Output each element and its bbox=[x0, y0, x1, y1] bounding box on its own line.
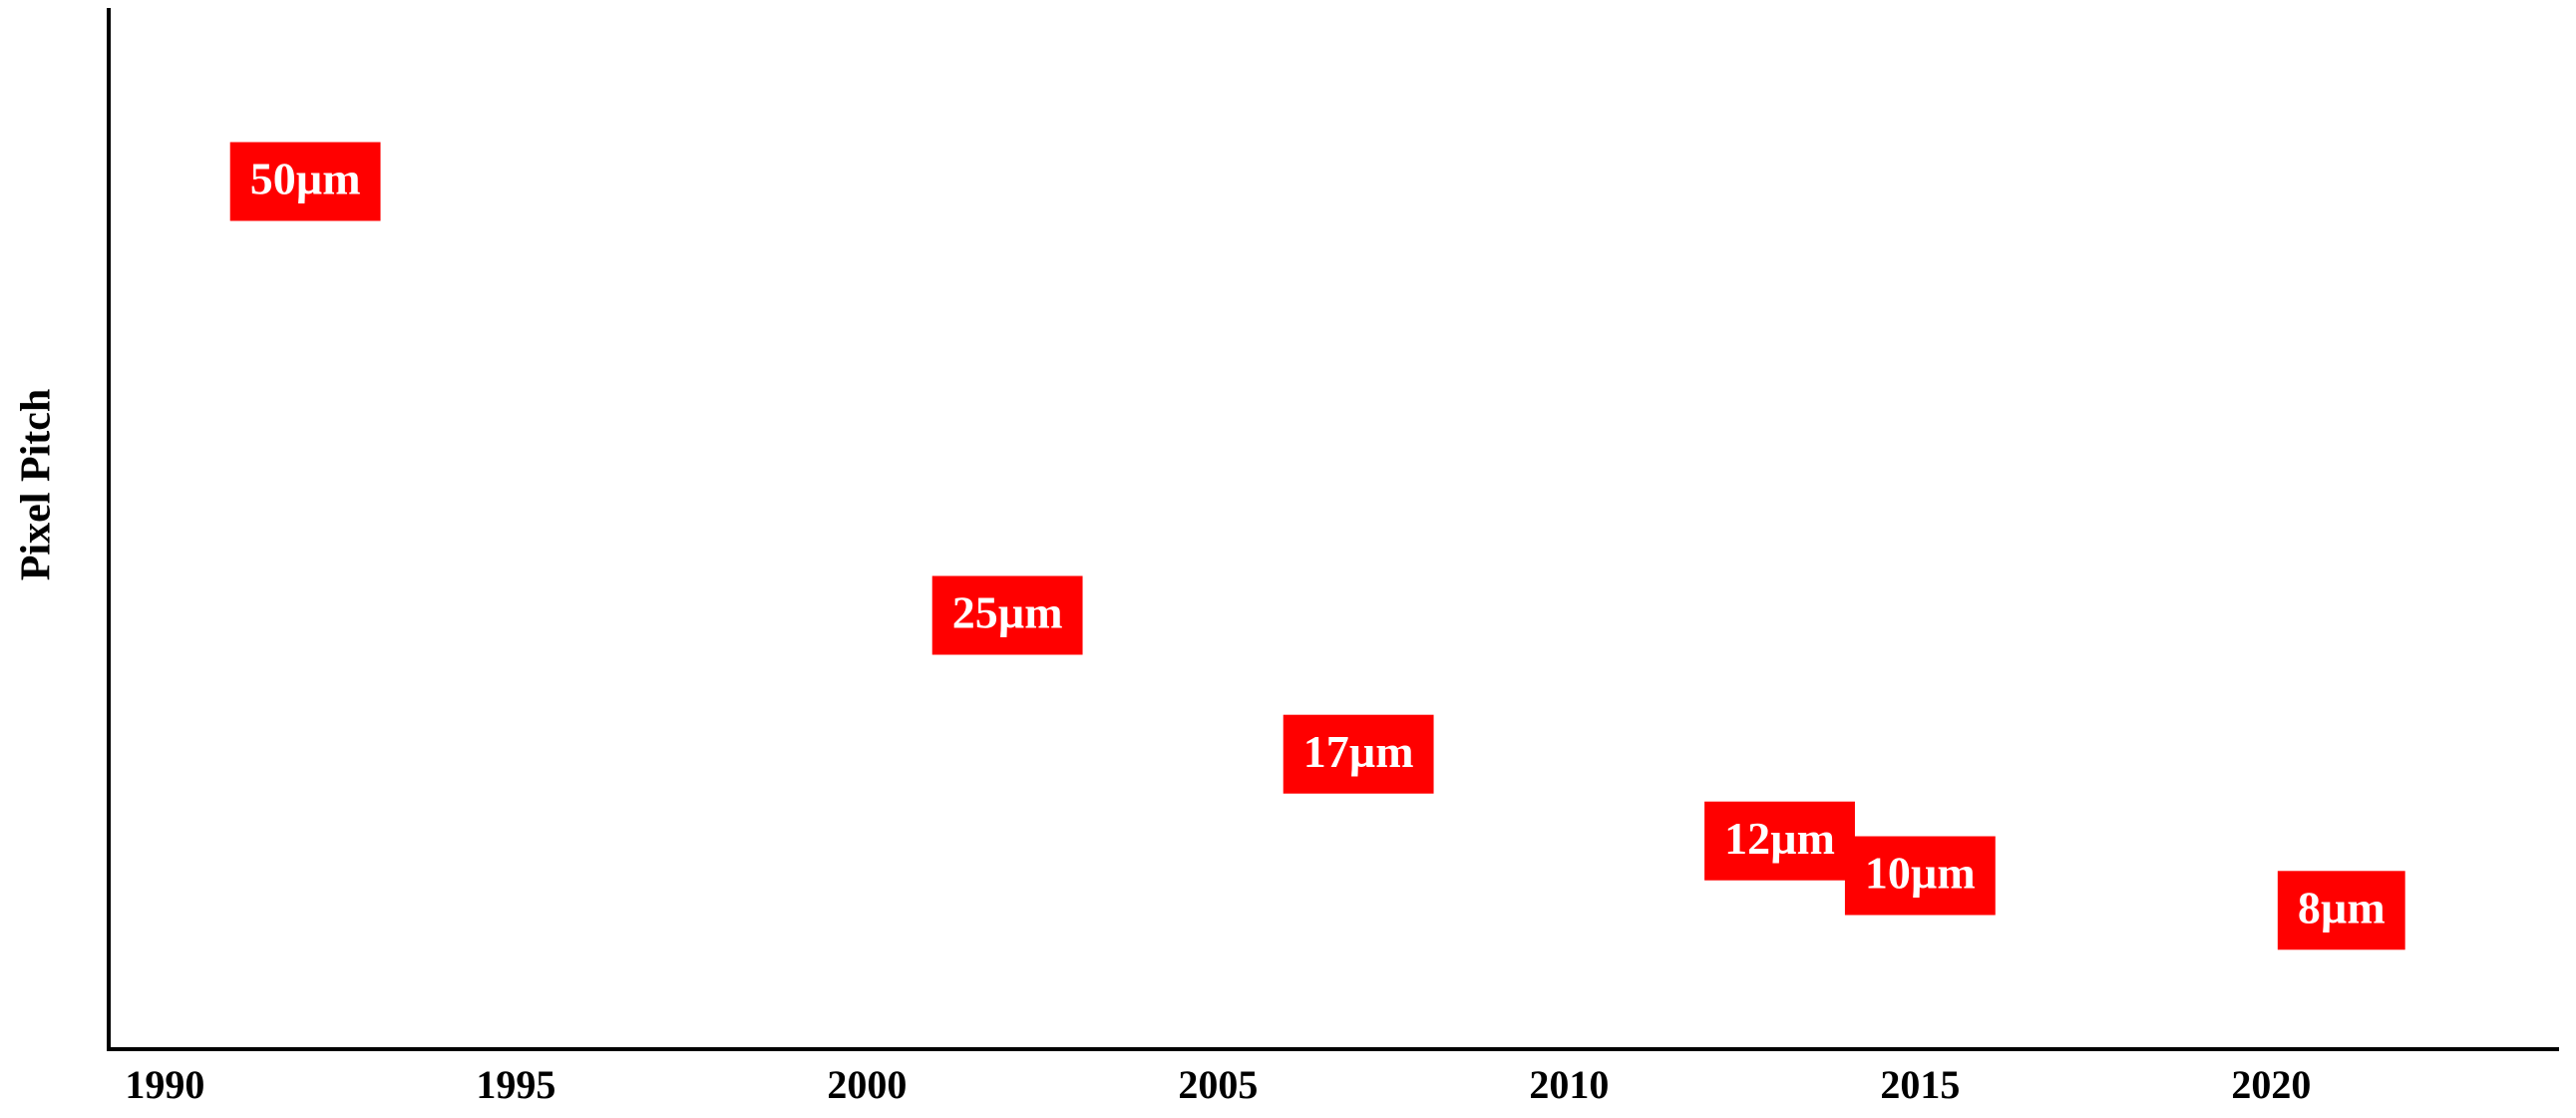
point-box bbox=[1844, 836, 1996, 916]
x-tick-label: 2005 bbox=[1178, 1062, 1258, 1107]
point-box bbox=[1704, 801, 1855, 881]
x-tick-label: 2000 bbox=[827, 1062, 907, 1107]
x-tick-label: 2020 bbox=[2231, 1062, 2311, 1107]
point-label: 25µm bbox=[952, 587, 1063, 638]
point-label: 8µm bbox=[2298, 882, 2386, 932]
point-box bbox=[2277, 871, 2405, 950]
x-tick-label: 2015 bbox=[1880, 1062, 1960, 1107]
point-box bbox=[931, 575, 1083, 655]
x-tick-label: 1990 bbox=[125, 1062, 204, 1107]
point-label: 12µm bbox=[1724, 813, 1835, 864]
point-label: 17µm bbox=[1303, 726, 1414, 777]
point-box bbox=[1283, 714, 1434, 794]
point-label: 10µm bbox=[1865, 848, 1976, 899]
x-tick-label: 1995 bbox=[476, 1062, 555, 1107]
y-axis-label: Pixel Pitch bbox=[14, 389, 60, 580]
point-label: 50µm bbox=[250, 154, 361, 204]
point-box bbox=[229, 142, 381, 221]
x-tick-label: 2010 bbox=[1529, 1062, 1609, 1107]
